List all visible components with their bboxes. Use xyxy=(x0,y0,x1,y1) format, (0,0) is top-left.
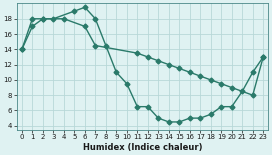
X-axis label: Humidex (Indice chaleur): Humidex (Indice chaleur) xyxy=(83,143,202,152)
